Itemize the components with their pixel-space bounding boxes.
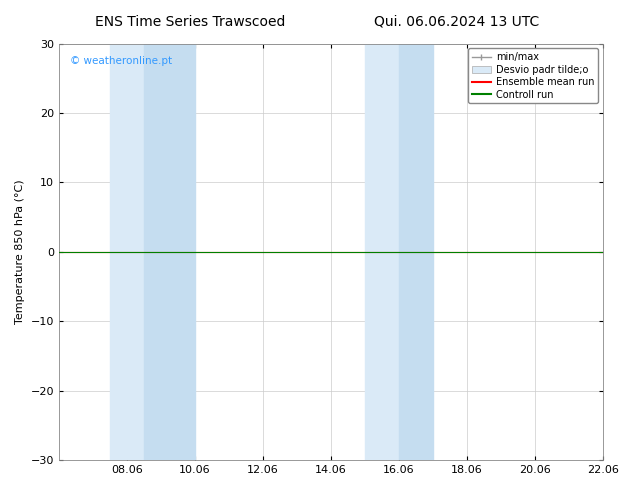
Bar <box>399 44 433 460</box>
Text: ENS Time Series Trawscoed: ENS Time Series Trawscoed <box>95 15 285 29</box>
Text: Qui. 06.06.2024 13 UTC: Qui. 06.06.2024 13 UTC <box>374 15 539 29</box>
Bar <box>144 44 195 460</box>
Bar <box>110 44 144 460</box>
Legend: min/max, Desvio padr tilde;o, Ensemble mean run, Controll run: min/max, Desvio padr tilde;o, Ensemble m… <box>468 49 598 103</box>
Bar <box>365 44 399 460</box>
Text: © weatheronline.pt: © weatheronline.pt <box>70 56 172 66</box>
Y-axis label: Temperature 850 hPa (°C): Temperature 850 hPa (°C) <box>15 179 25 324</box>
